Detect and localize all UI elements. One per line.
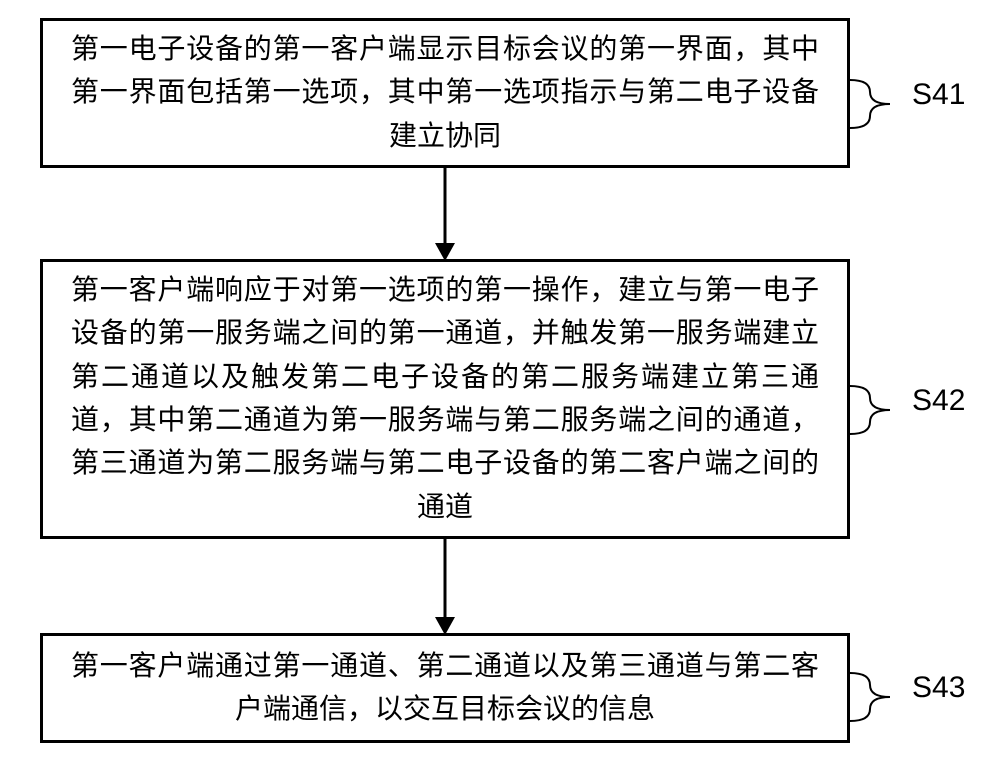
step-text-s41: 第一电子设备的第一客户端显示目标会议的第一界面，其中第一界面包括第一选项，其中第…: [71, 28, 819, 158]
step-box-s43: 第一客户端通过第一通道、第二通道以及第三通道与第二客户端通信，以交互目标会议的信…: [40, 633, 850, 743]
step-box-s41: 第一电子设备的第一客户端显示目标会议的第一界面，其中第一界面包括第一选项，其中第…: [40, 18, 850, 168]
step-label-s43: S43: [912, 671, 965, 705]
step-text-s42: 第一客户端响应于对第一选项的第一操作，建立与第一电子设备的第一服务端之间的第一通…: [71, 269, 819, 529]
flowchart-canvas: 第一电子设备的第一客户端显示目标会议的第一界面，其中第一界面包括第一选项，其中第…: [0, 0, 1000, 767]
step-label-s42: S42: [912, 384, 965, 418]
step-box-s42: 第一客户端响应于对第一选项的第一操作，建立与第一电子设备的第一服务端之间的第一通…: [40, 259, 850, 539]
step-label-s41: S41: [912, 78, 965, 112]
step-text-s43: 第一客户端通过第一通道、第二通道以及第三通道与第二客户端通信，以交互目标会议的信…: [71, 645, 819, 732]
